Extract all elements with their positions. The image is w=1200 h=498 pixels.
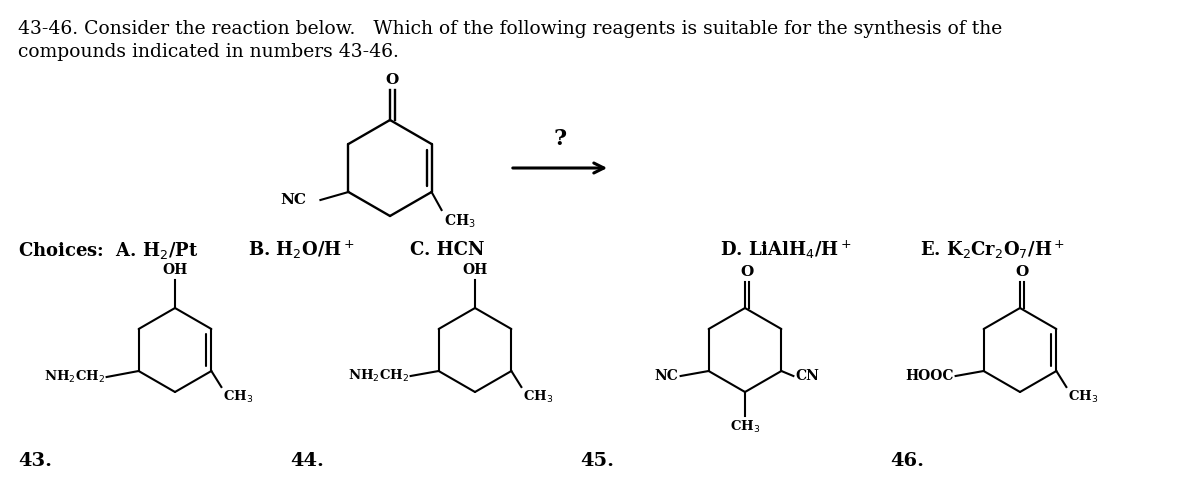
Text: NH$_2$CH$_2$: NH$_2$CH$_2$	[348, 368, 409, 384]
Text: HOOC: HOOC	[905, 369, 954, 383]
Text: 46.: 46.	[890, 452, 924, 470]
Text: CH$_3$: CH$_3$	[444, 213, 475, 231]
Text: 43.: 43.	[18, 452, 52, 470]
Text: C. HCN: C. HCN	[410, 241, 485, 259]
Text: O: O	[386, 73, 400, 87]
Text: OH: OH	[462, 263, 487, 277]
Text: E. K$_2$Cr$_2$O$_7$/H$^+$: E. K$_2$Cr$_2$O$_7$/H$^+$	[920, 239, 1064, 261]
Text: CH$_3$: CH$_3$	[523, 389, 553, 405]
Text: CH$_3$: CH$_3$	[223, 389, 253, 405]
Text: B. H$_2$O/H$^+$: B. H$_2$O/H$^+$	[248, 239, 354, 261]
Text: ?: ?	[553, 128, 566, 150]
Text: D. LiAlH$_4$/H$^+$: D. LiAlH$_4$/H$^+$	[720, 239, 852, 261]
Text: CH$_3$: CH$_3$	[730, 419, 760, 435]
Text: NC: NC	[655, 369, 679, 383]
Text: OH: OH	[162, 263, 187, 277]
Text: 45.: 45.	[580, 452, 614, 470]
Text: O: O	[1015, 265, 1028, 279]
Text: CH$_3$: CH$_3$	[1068, 389, 1099, 405]
Text: NH$_2$CH$_2$: NH$_2$CH$_2$	[43, 369, 104, 385]
Text: O: O	[740, 265, 754, 279]
Text: NC: NC	[281, 193, 306, 207]
Text: 43-46. Consider the reaction below.   Which of the following reagents is suitabl: 43-46. Consider the reaction below. Whic…	[18, 20, 1002, 38]
Text: Choices:  A. H$_2$/Pt: Choices: A. H$_2$/Pt	[18, 240, 198, 260]
Text: compounds indicated in numbers 43-46.: compounds indicated in numbers 43-46.	[18, 43, 398, 61]
Text: CN: CN	[796, 369, 820, 383]
Text: 44.: 44.	[290, 452, 324, 470]
